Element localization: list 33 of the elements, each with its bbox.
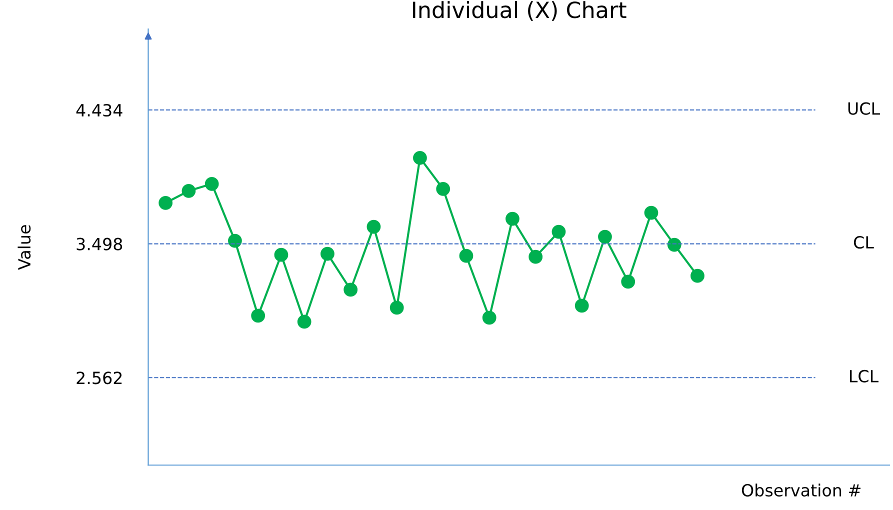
point xyxy=(413,150,427,165)
point xyxy=(528,250,543,264)
point xyxy=(344,282,358,297)
point xyxy=(297,314,312,329)
point xyxy=(459,248,474,263)
point xyxy=(158,196,173,210)
ref-line-label: LCL xyxy=(850,370,878,382)
point xyxy=(690,268,704,283)
point xyxy=(366,220,381,234)
point xyxy=(320,246,334,261)
point xyxy=(667,238,682,252)
point xyxy=(274,248,288,262)
point xyxy=(482,310,496,325)
y-axis-title: Value xyxy=(18,225,31,270)
ref-line-label: UCL xyxy=(848,102,880,115)
point xyxy=(204,176,219,191)
point xyxy=(644,206,658,220)
point xyxy=(598,230,612,244)
point xyxy=(574,298,589,313)
point xyxy=(228,234,242,248)
point xyxy=(390,300,404,315)
point xyxy=(182,184,196,198)
y-tick-label: 3.498 xyxy=(76,238,122,250)
point xyxy=(436,182,450,196)
x-axis-title: Observation # xyxy=(742,484,860,497)
chart-title: Individual (X) Chart xyxy=(413,1,626,21)
point xyxy=(506,212,520,226)
y-tick-label: 4.434 xyxy=(76,104,122,117)
y-tick-label: 2.562 xyxy=(76,372,122,384)
ref-line-label: CL xyxy=(854,236,874,249)
point xyxy=(621,274,636,289)
point xyxy=(552,224,566,239)
point xyxy=(251,308,266,323)
